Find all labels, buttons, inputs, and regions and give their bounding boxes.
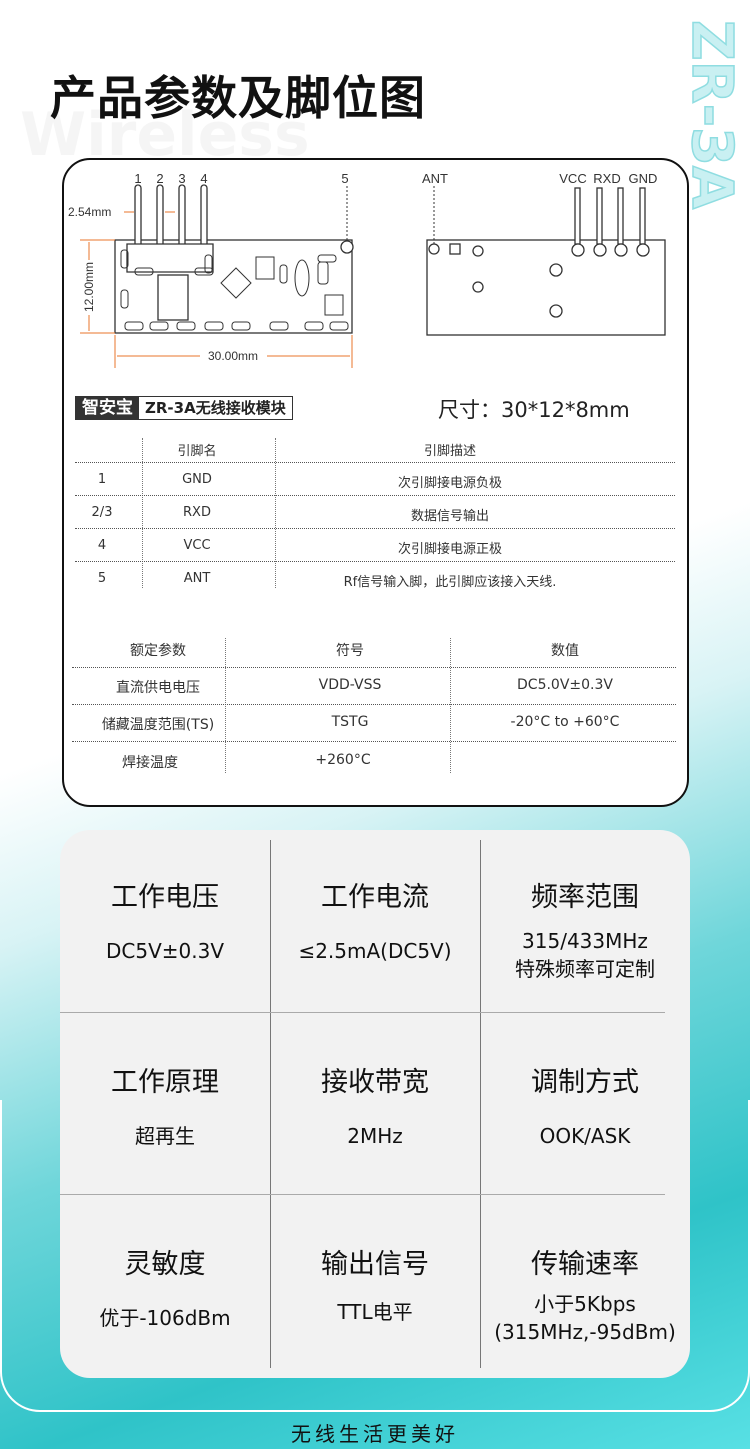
cell: 2/3 [91,505,113,520]
column-header: 额定参数 [130,643,186,659]
cell: GND [182,472,212,487]
cell: DC5.0V±0.3V [517,677,613,693]
height-label: 12.00mm [82,262,96,312]
cell: 5 [97,571,107,586]
pcb-back [426,239,666,336]
cell: +260°C [315,752,371,768]
dimension-lines [80,211,353,368]
width-label: 30.00mm [208,349,258,363]
pinout-diagram: 1 2 3 4 5 2.54mm 12.00mm 30.00mm ANT VCC… [68,171,666,368]
pin-label: RXD [593,171,620,186]
back-view [426,186,666,336]
front-view [114,184,354,334]
product-name: ZR-3A无线接收模块 [145,399,286,417]
column-header: 引脚描述 [423,444,477,459]
pins [126,184,214,273]
background-panel [0,1100,750,1412]
column-header: 数值 [551,643,579,659]
pin-label: 4 [200,171,207,186]
cell: 焊接温度 [122,755,178,771]
cell: 1 [97,472,107,487]
pin-label: GND [629,171,658,186]
spec-item: 工作电压 DC5V±0.3V [105,882,225,963]
footer-slogan: 无线生活更美好 [291,1422,459,1446]
cell: VDD-VSS [318,677,382,693]
pitch-label: 2.54mm [68,205,111,219]
pin-label: ANT [422,171,448,186]
cell: 次引脚接电源负极 [397,476,503,491]
column-header: 引脚名 [177,444,217,459]
back-labels: ANT VCC RXD GND [422,171,657,186]
side-model-text: ZR-3A [678,19,745,210]
spec-item: 传输速率 小于5Kbps (315MHz,-95dBm) [494,1249,676,1344]
spec-item: 接收带宽 2MHz [321,1067,429,1148]
column-header: 符号 [336,643,364,659]
spec-item: 输出信号 TTL电平 [321,1249,429,1324]
brand-name: 智安宝 [76,397,139,419]
pin-label: 5 [341,171,348,186]
cell: 次引脚接电源正极 [397,542,503,557]
spec-grid: 工作电压 DC5V±0.3V 工作电流 ≤2.5mA(DC5V) 频率范围 315/4… [60,830,690,1378]
cell: Rf信号输入脚，此引脚应该接入天线. [343,575,557,590]
cell: -20°C to +60°C [510,714,620,730]
spec-item: 灵敏度 优于-106dBm [99,1249,231,1330]
cell: VCC [183,538,211,553]
cell: 直流供电电压 [116,680,200,696]
cell: RXD [183,505,211,520]
cell: 数据信号输出 [410,509,490,524]
pin-label: 3 [178,171,185,186]
spec-item: 频率范围 315/433MHz 特殊频率可定制 [515,882,655,981]
page-title: 产品参数及脚位图 [50,71,426,125]
spec-item: 调制方式 OOK/ASK [531,1067,639,1148]
pin-label: 2 [156,171,163,186]
front-labels: 1 2 3 4 5 2.54mm 12.00mm 30.00mm [68,171,349,363]
spec-item: 工作原理 超再生 [111,1067,219,1148]
pin-label: 1 [134,171,141,186]
brand-badge: 智安宝 ZR-3A无线接收模块 [75,396,293,420]
size-label: 尺寸：30*12*8mm [438,398,630,422]
cell: TSTG [331,714,369,730]
pin-label: VCC [559,171,586,186]
cell: ANT [183,571,211,586]
spec-item: 工作电流 ≤2.5mA(DC5V) [298,882,452,963]
cell: 储藏温度范围(TS) [101,717,215,733]
cell: 4 [97,538,107,553]
